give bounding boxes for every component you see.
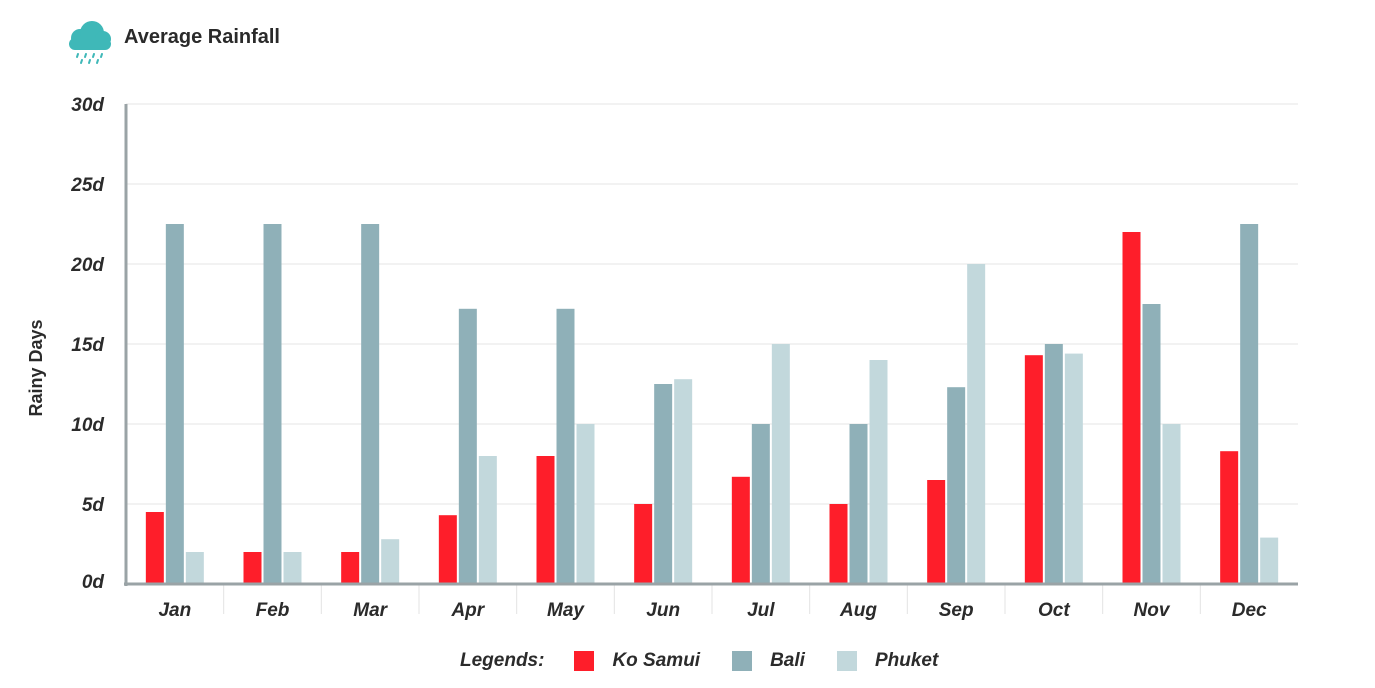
x-tick-label: Jul xyxy=(747,600,775,621)
y-tick-label: 0d xyxy=(82,572,105,593)
y-tick-label: 30d xyxy=(71,95,104,116)
x-tick-label: Mar xyxy=(353,600,388,621)
x-tick-label: Aug xyxy=(839,600,877,621)
bar-bali-nov xyxy=(1142,304,1161,584)
bar-bali-sep xyxy=(947,387,966,584)
legend-title: Legends: xyxy=(460,650,545,671)
bar-bali-may xyxy=(556,308,575,584)
bar-bali-jun xyxy=(654,384,673,584)
bars xyxy=(145,224,1279,584)
bar-ko-samui-mar xyxy=(341,552,360,584)
bar-phuket-nov xyxy=(1162,424,1181,584)
bar-phuket-aug xyxy=(869,360,888,584)
x-tick-label: Feb xyxy=(256,600,290,621)
chart-title: Average Rainfall xyxy=(124,26,280,48)
legend-swatch-ko-samui xyxy=(574,651,595,671)
gridlines xyxy=(126,103,1298,505)
x-tick-label: Sep xyxy=(939,600,974,621)
bar-phuket-mar xyxy=(381,539,400,584)
legend-label-phuket: Phuket xyxy=(874,650,939,671)
x-tick-label: Dec xyxy=(1232,600,1267,621)
legend-label-ko-samui: Ko Samui xyxy=(612,650,701,671)
y-tick-label: 5d xyxy=(82,495,105,516)
legend-swatch-phuket xyxy=(836,651,857,671)
chart-header: Average Rainfall xyxy=(66,18,280,68)
bar-ko-samui-jun xyxy=(634,504,653,584)
x-tick-label: Oct xyxy=(1038,600,1070,621)
bar-phuket-jul xyxy=(771,344,790,584)
x-tick-label: May xyxy=(547,600,585,621)
legend-label-bali: Bali xyxy=(770,650,805,671)
bar-ko-samui-apr xyxy=(438,515,457,584)
bar-bali-apr xyxy=(458,308,477,584)
bar-bali-oct xyxy=(1044,344,1063,584)
rain-cloud-icon xyxy=(69,21,111,64)
bar-bali-mar xyxy=(361,224,380,584)
bar-ko-samui-aug xyxy=(829,504,848,584)
y-tick-label: 10d xyxy=(71,415,104,436)
x-tick-label: Nov xyxy=(1134,600,1171,621)
legend-item-phuket: Phuket xyxy=(836,650,939,672)
bar-ko-samui-nov xyxy=(1122,232,1141,584)
y-tick-label: 15d xyxy=(71,335,104,356)
legend-item-ko-samui: Ko Samui xyxy=(574,650,700,672)
bar-ko-samui-jul xyxy=(731,476,750,584)
bar-phuket-jun xyxy=(674,379,693,584)
bar-bali-jul xyxy=(751,424,770,584)
bar-ko-samui-dec xyxy=(1220,451,1239,584)
bar-phuket-may xyxy=(576,424,595,584)
bar-bali-feb xyxy=(263,224,282,584)
legend-item-bali: Bali xyxy=(732,650,805,672)
axes: 0d 5d 10d 15d 20d 25d 30d Jan Feb Mar Apr May Jun Jul… xyxy=(70,95,1298,621)
bar-bali-dec xyxy=(1240,224,1259,584)
bar-phuket-oct xyxy=(1064,353,1083,584)
bar-ko-samui-sep xyxy=(927,480,946,584)
bar-phuket-sep xyxy=(967,264,986,584)
bar-ko-samui-may xyxy=(536,456,555,584)
legend: Legends: Ko Samui Bali Phuket xyxy=(460,647,970,675)
y-axis-label: Rainy Days xyxy=(26,319,46,416)
bar-phuket-feb xyxy=(283,552,302,584)
bar-ko-samui-jan xyxy=(145,512,164,584)
bar-ko-samui-feb xyxy=(243,552,262,584)
x-tick-label: Jan xyxy=(158,600,191,621)
bar-phuket-dec xyxy=(1260,537,1279,584)
y-tick-label: 25d xyxy=(70,175,104,196)
bar-ko-samui-oct xyxy=(1024,355,1043,584)
x-tick-label: Apr xyxy=(450,600,485,621)
bar-phuket-apr xyxy=(478,456,497,584)
bar-bali-jan xyxy=(165,224,184,584)
legend-swatch-bali xyxy=(732,651,753,671)
y-tick-label: 20d xyxy=(70,255,104,276)
bar-bali-aug xyxy=(849,424,868,584)
bar-phuket-jan xyxy=(185,552,204,584)
x-tick-label: Jun xyxy=(646,600,680,621)
